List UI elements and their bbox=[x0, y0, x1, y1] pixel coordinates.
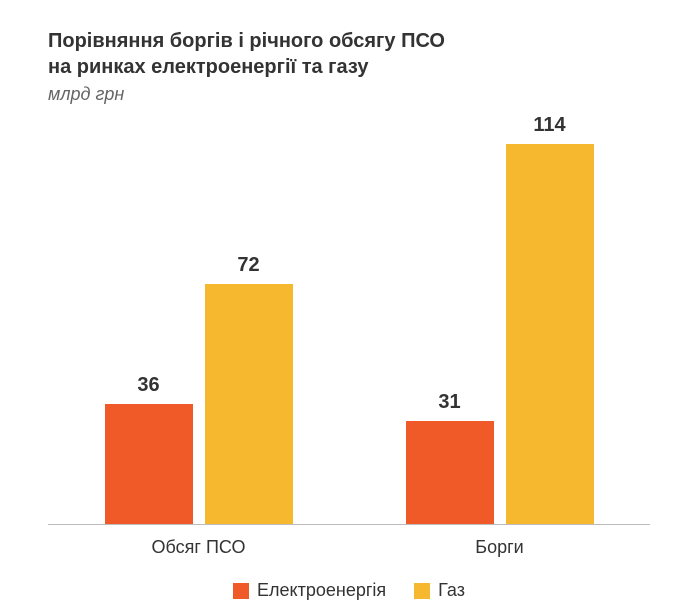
bar-s0-c0: 36 bbox=[105, 404, 193, 524]
bar-group-1: 31 114 bbox=[349, 125, 650, 524]
x-axis-label-1: Борги bbox=[349, 537, 650, 558]
bar-group-0: 36 72 bbox=[48, 125, 349, 524]
bar-s0-c1: 31 bbox=[406, 421, 494, 524]
bar-s1-c1: 114 bbox=[506, 144, 594, 524]
x-axis-label-0: Обсяг ПСО bbox=[48, 537, 349, 558]
chart-title: Порівняння боргів і річного обсягу ПСО н… bbox=[48, 28, 650, 80]
bar-value-label: 114 bbox=[506, 114, 594, 137]
chart-subtitle: млрд грн bbox=[48, 84, 650, 105]
bar-s1-c0: 72 bbox=[205, 284, 293, 524]
bar-value-label: 31 bbox=[406, 391, 494, 414]
chart-container: Порівняння боргів і річного обсягу ПСО н… bbox=[0, 0, 690, 591]
bar-value-label: 72 bbox=[205, 254, 293, 277]
x-axis: Обсяг ПСО Борги bbox=[48, 537, 650, 558]
plot-area: 36 72 31 114 bbox=[48, 125, 650, 525]
title-line-1: Порівняння боргів і річного обсягу ПСО bbox=[48, 30, 445, 52]
title-line-2: на ринках електроенергії та газу bbox=[48, 56, 368, 78]
bar-value-label: 36 bbox=[105, 374, 193, 397]
